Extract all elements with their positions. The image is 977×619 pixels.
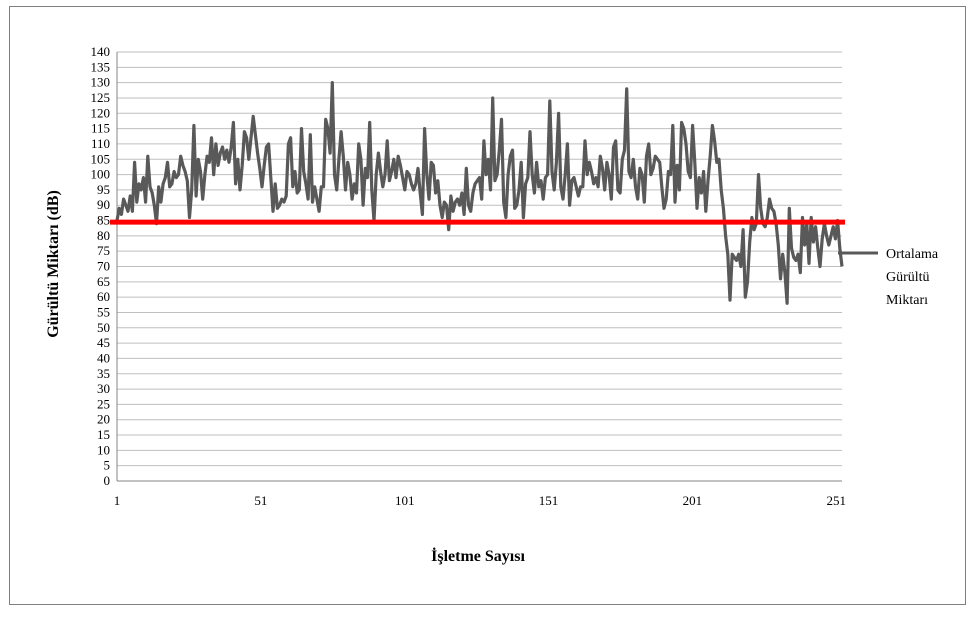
y-tick-label: 125 (91, 90, 111, 105)
y-tick-label: 40 (97, 350, 110, 365)
x-axis-title: İşletme Sayısı (431, 546, 525, 565)
y-tick-label: 90 (97, 197, 110, 212)
x-tick-labels: 1 51 101 151 201 251 (114, 493, 846, 508)
x-tick-label: 101 (395, 493, 415, 508)
y-tick-label: 15 (97, 427, 110, 442)
y-tick-label: 50 (97, 320, 110, 335)
y-tick-label: 65 (97, 274, 110, 289)
y-tick-label: 75 (97, 243, 110, 258)
y-tick-label: 140 (91, 44, 111, 59)
y-tick-labels: 0510152025303540455055606570758085909510… (91, 44, 111, 488)
y-tick-label: 100 (91, 167, 111, 182)
y-tick-label: 70 (97, 259, 110, 274)
y-tick-label: 35 (97, 366, 110, 381)
y-tick-label: 60 (97, 289, 110, 304)
y-tick-label: 110 (91, 136, 110, 151)
series-line-noise (115, 81, 844, 305)
legend-label-line-2: Gürültü (886, 270, 930, 285)
y-tick-label: 25 (97, 396, 110, 411)
y-tick-label: 80 (97, 228, 110, 243)
y-tick-label: 135 (91, 59, 111, 74)
legend-label-line-1: Ortalama (886, 247, 939, 262)
y-tick-label: 0 (104, 473, 111, 488)
y-tick-label: 30 (97, 381, 110, 396)
x-tick-label: 1 (114, 493, 121, 508)
legend: Ortalama Gürültü Miktarı (838, 247, 939, 308)
y-tick-label: 55 (97, 304, 110, 319)
x-tick-label: 251 (826, 493, 846, 508)
y-tick-label: 105 (91, 151, 111, 166)
x-tick-label: 51 (254, 493, 267, 508)
x-tick-label: 201 (683, 493, 703, 508)
y-tick-label: 5 (104, 458, 111, 473)
legend-label-line-3: Miktarı (886, 293, 928, 308)
x-tick-label: 151 (539, 493, 559, 508)
y-tick-label: 20 (97, 412, 110, 427)
y-tick-label: 45 (97, 335, 110, 350)
y-tick-label: 85 (97, 213, 110, 228)
y-tick-label: 10 (97, 442, 110, 457)
gridlines (116, 51, 842, 482)
y-tick-label: 130 (91, 75, 111, 90)
y-tick-label: 95 (97, 182, 110, 197)
y-axis-title: Gürültü Miktarı (dB) (45, 190, 62, 338)
y-tick-label: 120 (91, 105, 111, 120)
y-tick-label: 115 (91, 121, 110, 136)
chart-frame (9, 6, 966, 605)
